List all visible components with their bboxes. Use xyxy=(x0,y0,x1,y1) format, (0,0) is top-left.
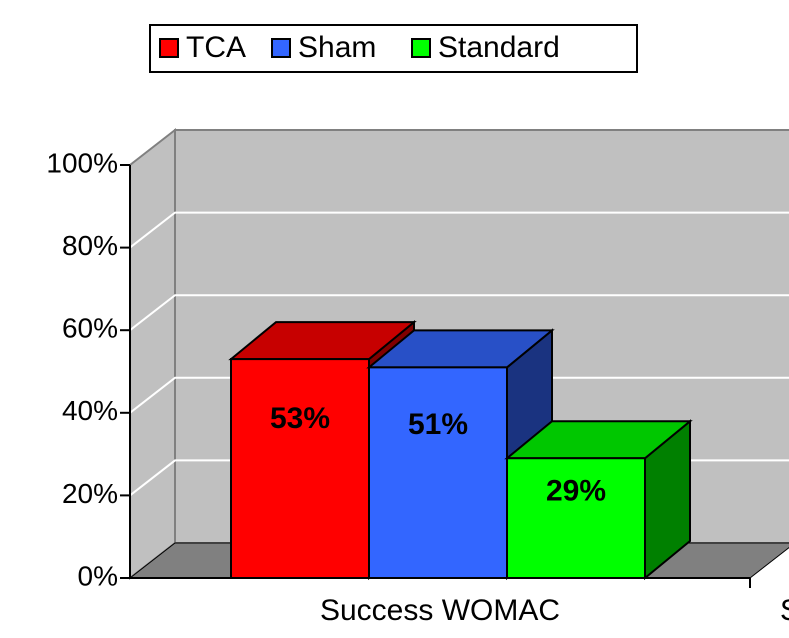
legend-swatch xyxy=(411,38,431,58)
y-tick-label: 100% xyxy=(46,147,118,178)
y-tick-label: 40% xyxy=(62,395,118,426)
legend-swatch xyxy=(159,38,179,58)
x-tick-label: S xyxy=(780,594,789,627)
data-label: 51% xyxy=(408,408,468,441)
x-tick-label: Success WOMAC xyxy=(320,594,560,627)
bar xyxy=(368,366,508,579)
legend-label: Sham xyxy=(298,31,376,64)
grid-line xyxy=(129,211,789,249)
bar xyxy=(230,358,370,579)
legend-label: Standard xyxy=(438,31,560,64)
y-tick-label: 80% xyxy=(62,230,118,261)
legend-swatch xyxy=(271,38,291,58)
grid-line xyxy=(129,294,789,331)
y-tick-label: 20% xyxy=(62,478,118,509)
legend-label: TCA xyxy=(186,31,246,64)
data-label: 53% xyxy=(270,402,330,435)
y-tick-label: 60% xyxy=(62,313,118,344)
bar xyxy=(506,457,646,580)
y-tick-label: 0% xyxy=(78,560,118,591)
legend-box xyxy=(149,24,638,73)
side-wall xyxy=(129,127,176,581)
data-label: 29% xyxy=(546,474,606,507)
grid-line xyxy=(129,376,789,414)
